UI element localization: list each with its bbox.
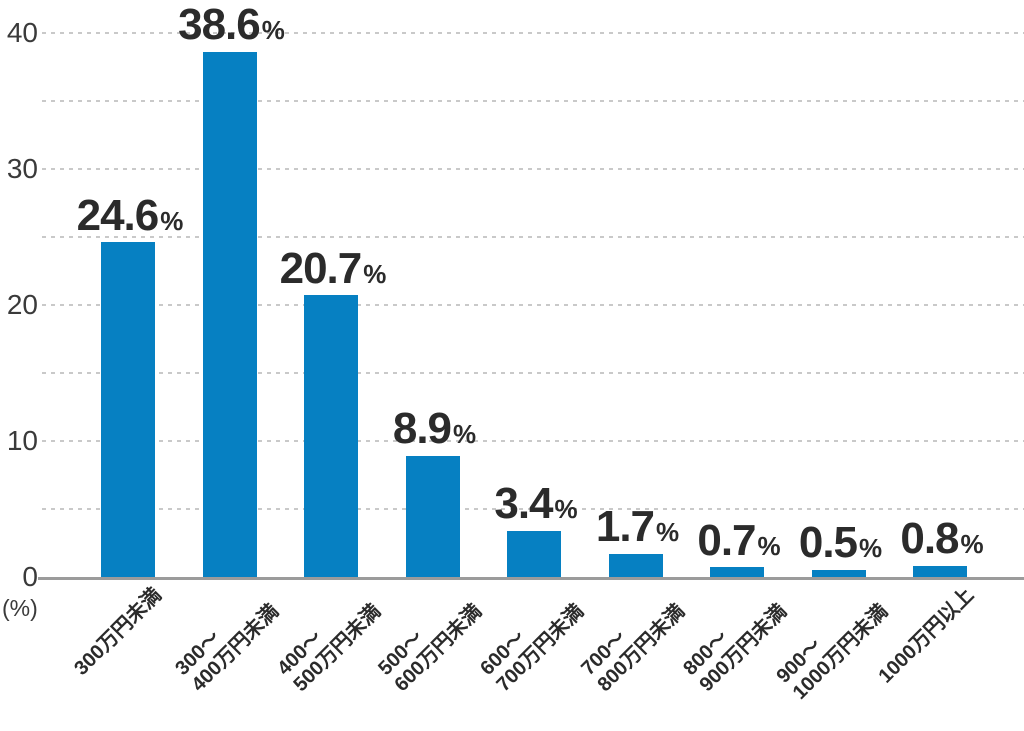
gridline [42, 236, 1024, 238]
bar-value-number: 38.6 [178, 0, 261, 50]
y-tick-label: 0 [22, 561, 38, 592]
percent-sign: % [960, 529, 984, 560]
y-tick-label: 10 [6, 425, 38, 456]
bar [405, 455, 460, 577]
x-category-label: 400〜 500万円未満 [272, 600, 385, 696]
x-axis-line [38, 576, 1024, 580]
bar-value-number: 20.7 [279, 243, 363, 293]
gridline [42, 168, 1024, 170]
percent-sign: % [554, 493, 578, 524]
percent-sign: % [160, 205, 184, 236]
bar [811, 570, 866, 577]
gridline [42, 440, 1024, 442]
bar [710, 567, 764, 577]
y-tick-label: 20 [6, 289, 38, 320]
x-category-label: 500〜 600万円未満 [374, 600, 487, 696]
bar [608, 553, 663, 577]
bar [913, 566, 967, 577]
percent-sign: % [757, 530, 781, 561]
bar-value-label: 3.4% [494, 481, 578, 525]
bar-value-number: 0.7 [697, 515, 756, 565]
x-category-label: 700〜 800万円未満 [577, 600, 690, 696]
bar-value-label: 20.7% [280, 246, 387, 290]
x-category-label: 600〜 700万円未満 [475, 600, 588, 696]
bar-value-label: 24.6% [77, 193, 184, 237]
x-category-label: 800〜 900万円未満 [678, 600, 791, 696]
bar-value-label: 1.7% [596, 505, 680, 549]
bar-value-label: 38.6% [178, 3, 285, 47]
bar-value-number: 0.8 [900, 514, 959, 564]
bar-value-label: 0.7% [697, 518, 781, 562]
x-category-label: 900〜 1000万円未満 [772, 600, 893, 704]
bar [507, 530, 561, 577]
percent-sign: % [859, 533, 883, 564]
gridline [42, 100, 1024, 102]
x-category-label: 1000万円以上 [873, 584, 978, 688]
bar [202, 52, 257, 577]
y-axis-unit-label: (%) [2, 595, 38, 621]
y-tick-label: 40 [6, 17, 38, 48]
x-category-label: 300〜 400万円未満 [171, 600, 284, 696]
bar-value-number: 3.4 [494, 478, 553, 528]
bar-value-label: 0.5% [799, 521, 883, 565]
x-category-label: 300万円未満 [69, 584, 166, 680]
bar-value-number: 1.7 [595, 502, 655, 552]
gridline [42, 32, 1024, 34]
gridline [42, 372, 1024, 374]
bar-value-number: 0.5 [798, 518, 858, 568]
bar-value-label: 8.9% [393, 407, 477, 451]
bar-value-number: 8.9 [392, 404, 452, 454]
percent-sign: % [453, 419, 477, 450]
percent-sign: % [363, 258, 387, 289]
bar-value-number: 24.6 [76, 190, 160, 240]
bar [101, 242, 155, 577]
gridline [42, 304, 1024, 306]
bar [304, 295, 358, 577]
gridline [42, 508, 1024, 510]
percent-sign: % [656, 517, 680, 548]
y-tick-label: 30 [6, 153, 38, 184]
percent-sign: % [261, 15, 285, 46]
bar-value-label: 0.8% [900, 517, 984, 561]
